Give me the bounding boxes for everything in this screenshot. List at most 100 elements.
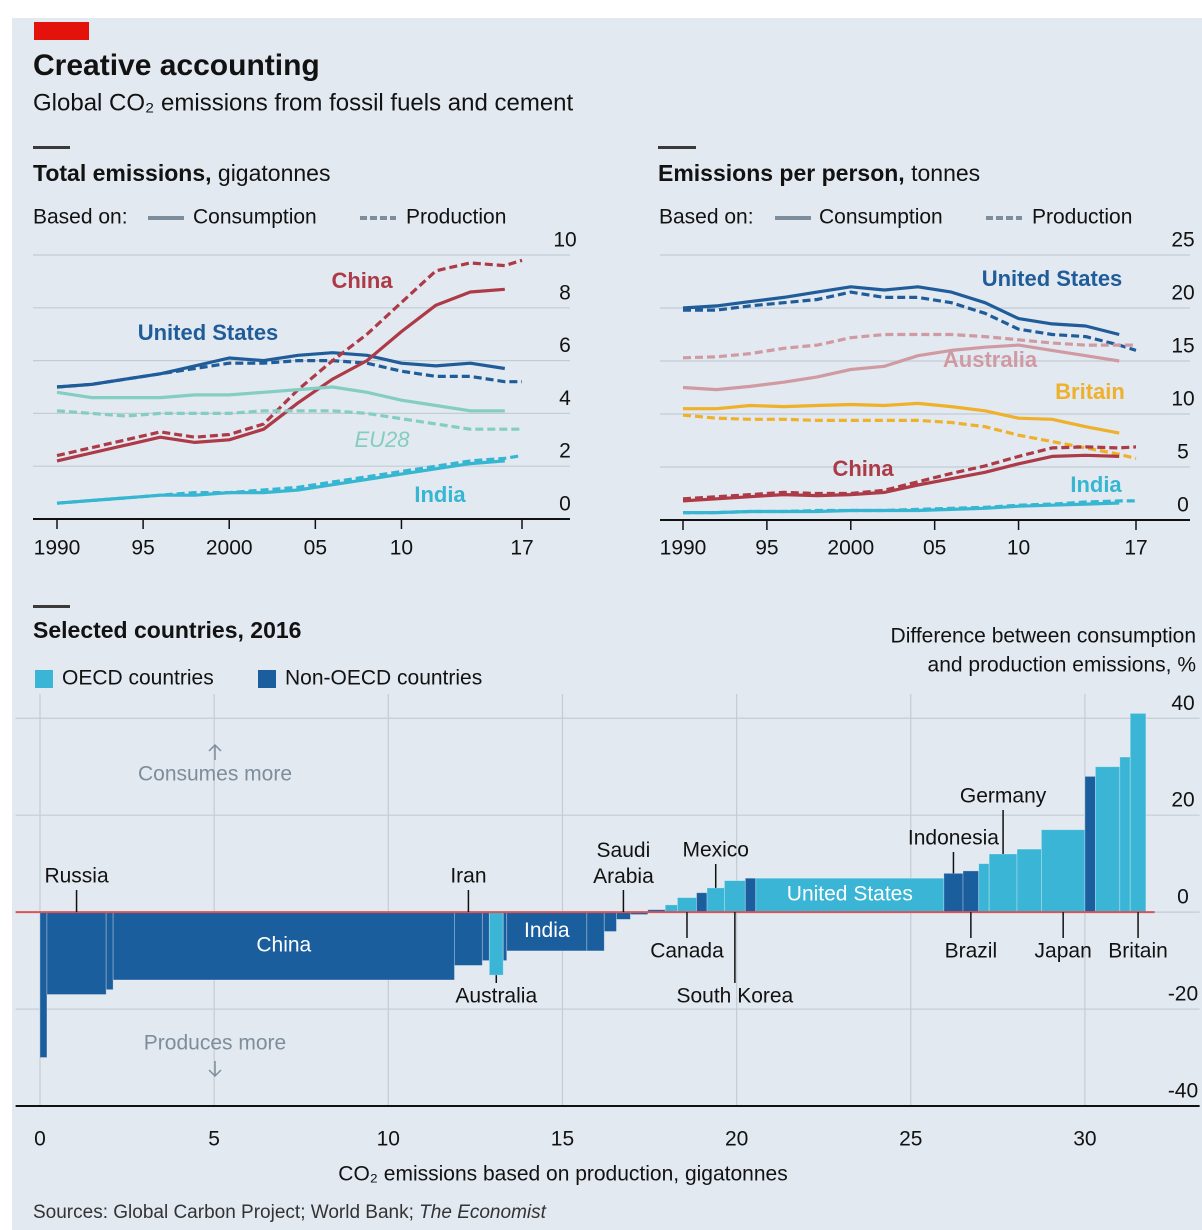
y-tick-label: 25 <box>1171 229 1194 252</box>
bar-label: Indonesia <box>908 827 999 850</box>
title: Creative accounting <box>33 49 320 82</box>
x-tick-label: 2000 <box>206 537 253 560</box>
bar <box>664 904 678 913</box>
x-tick-label: 15 <box>551 1128 574 1151</box>
bar <box>1040 829 1086 913</box>
bar-label: Saudi Arabia <box>593 839 654 888</box>
line <box>682 343 1120 392</box>
bar <box>586 911 605 952</box>
bar <box>1129 712 1147 913</box>
series-label: India <box>414 482 466 507</box>
y-tick-label: 0 <box>1177 494 1189 517</box>
line <box>56 385 505 413</box>
x-tick-label: 5 <box>208 1128 220 1151</box>
x-tick-label: 05 <box>304 537 327 560</box>
line <box>56 287 505 463</box>
y-tick-label: 5 <box>1177 441 1189 464</box>
bar-label: Mexico <box>682 839 749 862</box>
x-tick-label: 20 <box>725 1128 748 1151</box>
red-flag <box>34 22 89 40</box>
chart-title-main: Emissions per person, <box>658 160 905 186</box>
bar <box>755 877 945 913</box>
line <box>682 285 1120 337</box>
x-tick-label: 17 <box>510 537 533 560</box>
bar-label: Australia <box>455 985 537 1008</box>
x-tick-label: 1990 <box>34 537 81 560</box>
line <box>682 413 1137 461</box>
bar-label: United States <box>787 883 913 906</box>
bar-label: Germany <box>960 785 1047 808</box>
rule <box>33 146 70 149</box>
bar-label: Canada <box>650 940 724 963</box>
legend-label: Production <box>1032 206 1132 229</box>
rule <box>33 605 70 608</box>
annotation: Consumes more <box>138 763 292 786</box>
legend-label: Consumption <box>193 206 317 229</box>
y-tick-label: 20 <box>1171 789 1194 812</box>
arrow <box>208 1061 222 1078</box>
bar <box>502 911 508 961</box>
bar <box>603 911 617 932</box>
bar-label: Britain <box>1108 940 1168 963</box>
x-tick-label: 10 <box>377 1128 400 1151</box>
legend-swatch <box>258 670 276 688</box>
arrow <box>208 743 222 760</box>
x-tick-label: 17 <box>1124 537 1147 560</box>
x-axis-label: CO₂ emissions based on production, gigat… <box>338 1163 787 1186</box>
bar-label-line: Arabia <box>593 865 654 888</box>
chart-title: Selected countries, 2016 <box>33 617 301 643</box>
chart-unit: tonnes <box>911 160 980 186</box>
series-label: China <box>331 268 393 293</box>
bar <box>706 887 725 913</box>
background <box>12 18 1202 1230</box>
legend-label: Consumption <box>819 206 943 229</box>
line <box>56 359 522 389</box>
legend-label: Based on: <box>33 206 128 229</box>
bar <box>488 911 504 976</box>
y-tick-label: 2 <box>559 440 571 463</box>
legend-swatch <box>35 670 53 688</box>
legend-label: Based on: <box>659 206 754 229</box>
x-tick-label: 1990 <box>660 537 707 560</box>
x-tick-label: 2000 <box>827 537 874 560</box>
y-tick-label: 0 <box>1177 886 1189 909</box>
x-tick-label: 10 <box>1007 537 1030 560</box>
legend-label: Production <box>406 206 506 229</box>
bar-label: Iran <box>450 865 486 888</box>
legend-label: Non-OECD countries <box>285 667 482 690</box>
source-publication: The Economist <box>419 1202 546 1223</box>
bar <box>978 863 990 913</box>
bar <box>454 911 483 966</box>
bar <box>943 872 964 913</box>
rule <box>658 146 696 149</box>
bar <box>1094 766 1121 913</box>
series-label: India <box>1070 472 1122 497</box>
line <box>683 401 1120 435</box>
series-label: China <box>832 456 894 481</box>
bar <box>1084 776 1096 913</box>
x-tick-label: 95 <box>131 537 154 560</box>
series-label: United States <box>138 320 279 345</box>
y-tick-label: 4 <box>559 387 571 410</box>
bar <box>112 911 455 981</box>
line <box>682 445 1137 501</box>
bar-label: Russia <box>44 865 109 888</box>
x-tick-label: 95 <box>755 537 778 560</box>
line <box>56 409 522 431</box>
annotation: Produces more <box>144 1032 286 1055</box>
y-tick-label: 6 <box>559 334 571 357</box>
y-tick-label: 0 <box>559 493 571 516</box>
chart-title: Total emissions, gigatonnes <box>33 160 330 186</box>
line <box>683 499 1136 515</box>
subtitle: Global CO₂ emissions from fossil fuels a… <box>33 89 574 116</box>
line <box>683 290 1137 352</box>
bar <box>677 897 697 913</box>
bar <box>616 911 631 920</box>
y-tick-label: 10 <box>553 229 576 252</box>
y-tick-label: 15 <box>1171 335 1194 358</box>
bar <box>744 877 757 913</box>
series-label: EU28 <box>354 427 410 452</box>
bar <box>46 911 107 995</box>
bar-label-line: Saudi <box>597 839 651 862</box>
